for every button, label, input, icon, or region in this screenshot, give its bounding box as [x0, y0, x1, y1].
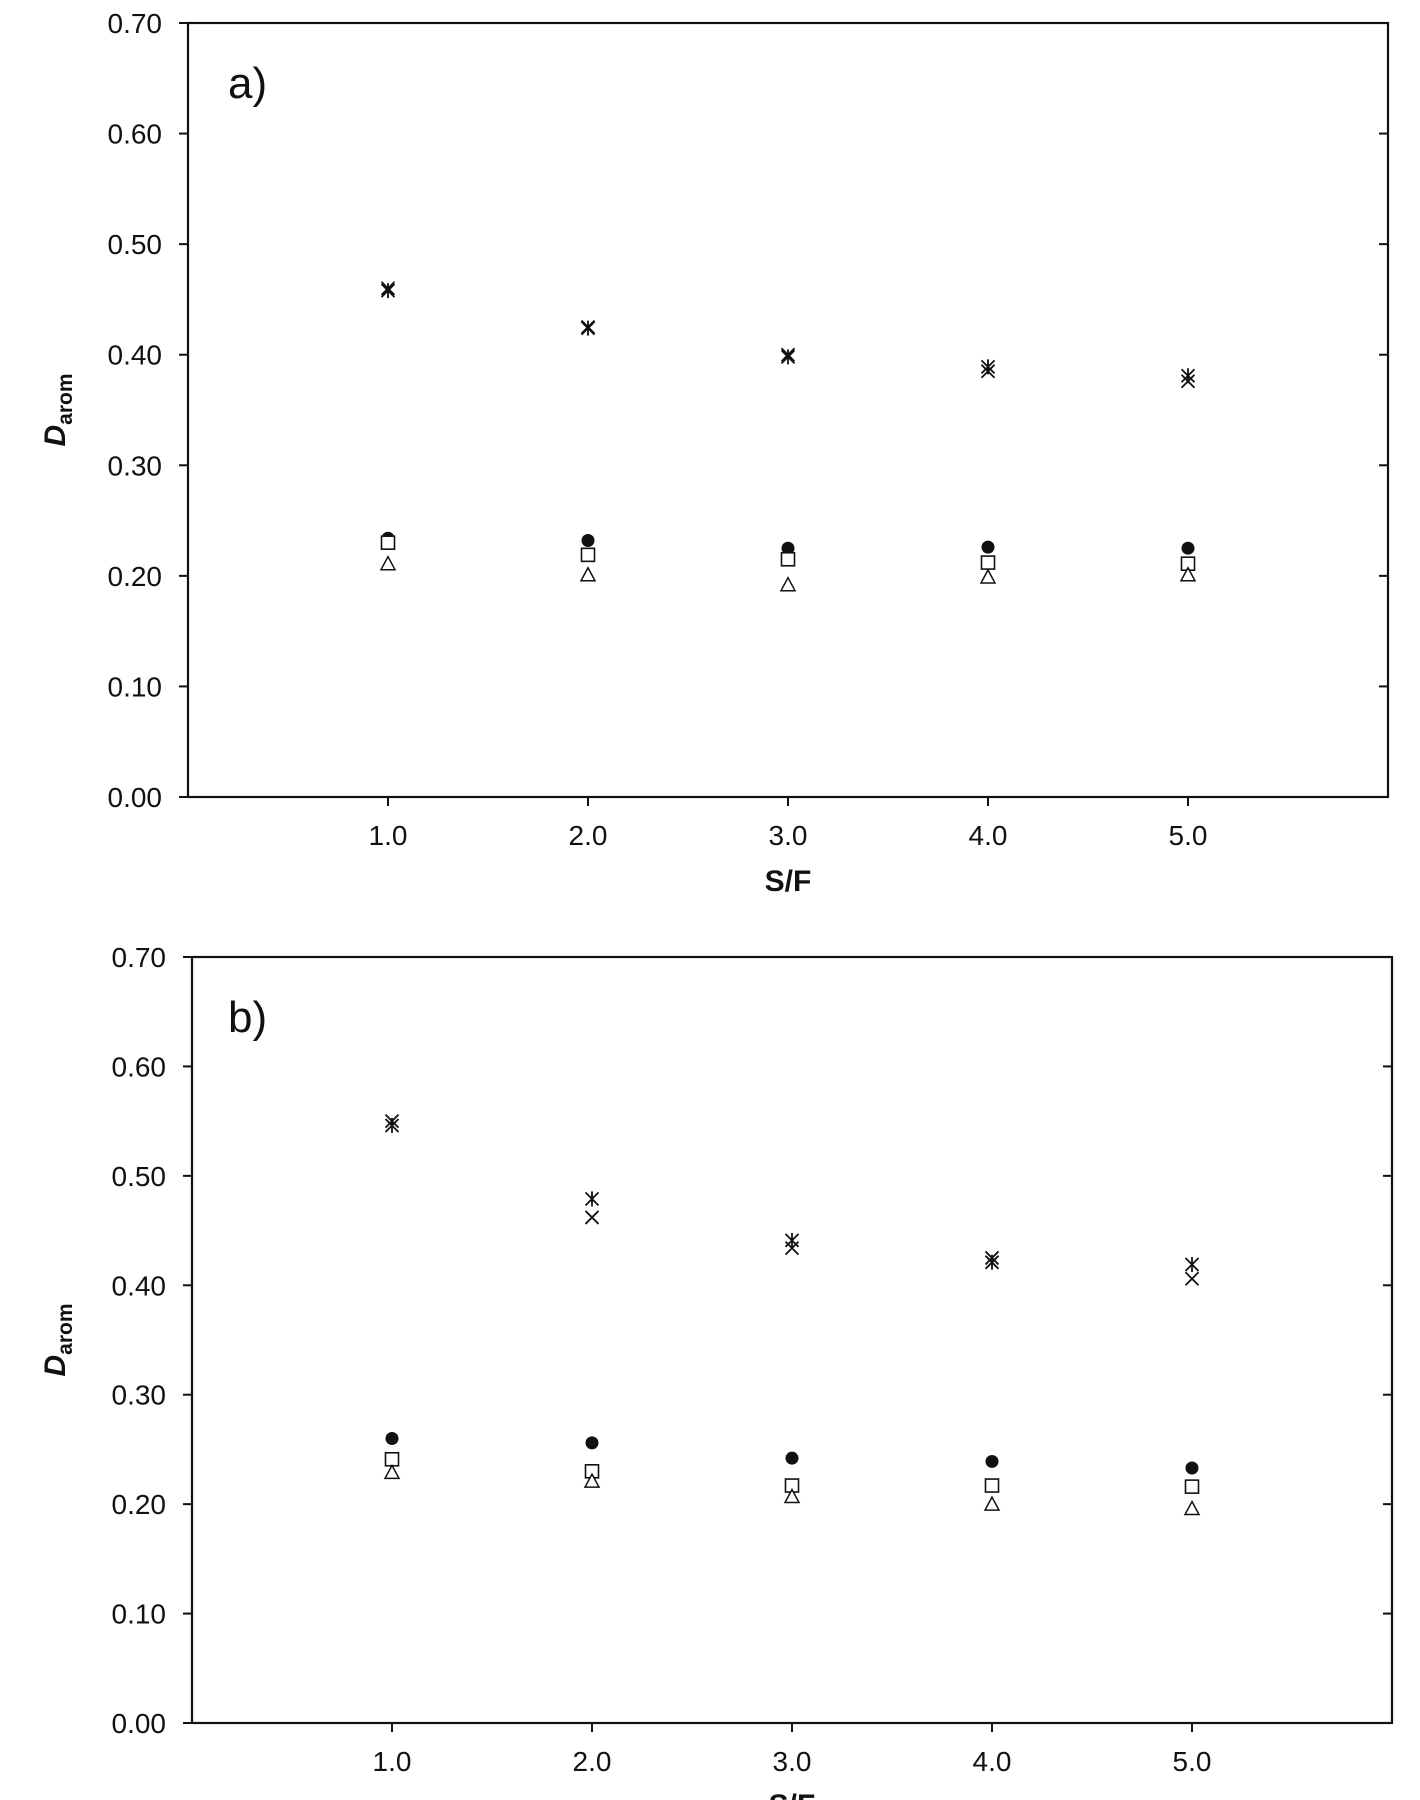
x-tick-label: 2.0	[569, 820, 608, 851]
data-point-asterisk	[784, 1232, 800, 1248]
data-point-circle-filled	[385, 1431, 399, 1445]
y-axis-label-subscript: arom	[54, 1303, 77, 1354]
x-tick-label: 1.0	[373, 1746, 412, 1777]
y-tick-label: 0.60	[112, 1051, 167, 1082]
data-point-circle-filled	[581, 533, 595, 547]
data-point-square-open	[380, 535, 396, 550]
data-point-square-open	[580, 547, 596, 563]
data-point-circle-filled	[781, 541, 795, 555]
data-point-triangle-open	[579, 566, 597, 582]
y-tick-label: 0.40	[112, 1270, 167, 1301]
axis-ticks: 0.00 0.10 0.20 0.30 0.40 0.50 0.60 0.70 1.0 2.0 3.…	[108, 8, 1388, 851]
panel-b: b) 0.00 0.10 0.20 0.30 0.40 0.50 0.60 0.70 1.0 2.…	[39, 942, 1394, 1800]
y-tick-label: 0.30	[112, 1380, 167, 1411]
data-point-triangle-open	[783, 1487, 801, 1504]
data-point-triangle-open	[383, 1463, 401, 1480]
x-tick-label: 3.0	[769, 820, 808, 851]
x-tick-label: 5.0	[1169, 820, 1208, 851]
y-axis-label-main: D	[39, 425, 72, 447]
data-point-circle-filled	[1181, 541, 1195, 555]
x-tick-label: 3.0	[773, 1746, 812, 1777]
data-point-triangle-open	[979, 568, 997, 584]
data-point-circle-filled	[985, 1454, 999, 1468]
y-tick-label: 0.40	[108, 340, 163, 371]
axis-ticks: 0.00 0.10 0.20 0.30 0.40 0.50 0.60 0.70 1.0 2.0 3.…	[112, 942, 1392, 1777]
x-axis-label: S/F	[765, 865, 812, 898]
data-point-square-open	[780, 551, 796, 567]
data-point-asterisk	[1184, 1256, 1200, 1272]
x-tick-label: 2.0	[573, 1746, 612, 1777]
x-tick-label: 1.0	[369, 820, 408, 851]
y-axis-label: Darom	[39, 1303, 77, 1376]
y-tick-label: 0.00	[112, 1708, 167, 1739]
y-tick-label: 0.10	[108, 671, 163, 702]
data-point-triangle-open	[1179, 566, 1197, 582]
y-axis-label-subscript: arom	[54, 373, 77, 424]
plot-area-frame	[190, 955, 1394, 1725]
panel-label: b)	[228, 993, 267, 1042]
y-tick-label: 0.60	[108, 119, 163, 150]
data-point-asterisk	[984, 1254, 1000, 1270]
y-tick-label: 0.00	[108, 782, 163, 813]
data-point-asterisk	[580, 320, 596, 336]
data-point-triangle-open	[583, 1472, 601, 1488]
data-point-asterisk	[1180, 368, 1196, 384]
data-point-circle-filled	[981, 540, 995, 554]
x-axis-label: S/F	[769, 1789, 816, 1800]
y-tick-label: 0.20	[108, 561, 163, 592]
data-point-triangle-open	[379, 555, 397, 571]
data-point-square-open	[984, 1478, 1000, 1493]
plot-area-frame	[186, 21, 1390, 799]
data-markers	[383, 1114, 1201, 1516]
data-point-x	[584, 1210, 600, 1225]
panel-a: a) 0.00 0.10 0.20 0.30 0.40 0.50 0.60 0.70 1.0 2.…	[39, 8, 1390, 898]
y-axis-label-main: D	[39, 1355, 72, 1377]
data-point-circle-filled	[1185, 1461, 1199, 1475]
data-point-circle-filled	[785, 1451, 799, 1465]
data-point-triangle-open	[779, 576, 797, 592]
y-tick-label: 0.70	[112, 942, 167, 973]
data-point-asterisk	[980, 359, 996, 375]
data-point-circle-filled	[585, 1436, 599, 1450]
y-axis-label: Darom	[39, 373, 77, 446]
panel-label: a)	[228, 59, 267, 108]
data-point-triangle-open	[1183, 1499, 1201, 1516]
data-point-asterisk	[584, 1191, 600, 1207]
y-tick-label: 0.50	[112, 1161, 167, 1192]
y-tick-label: 0.20	[112, 1489, 167, 1520]
y-tick-label: 0.30	[108, 450, 163, 481]
data-point-square-open	[980, 555, 996, 570]
data-point-triangle-open	[983, 1495, 1001, 1511]
y-tick-label: 0.70	[108, 8, 163, 39]
x-tick-label: 4.0	[973, 1746, 1012, 1777]
y-tick-label: 0.50	[108, 229, 163, 260]
data-point-x	[1184, 1271, 1200, 1286]
x-tick-label: 5.0	[1173, 1746, 1212, 1777]
y-tick-label: 0.10	[112, 1599, 167, 1630]
data-point-asterisk	[780, 349, 796, 365]
data-point-asterisk	[384, 1118, 400, 1134]
data-point-square-open	[1184, 1479, 1200, 1494]
data-point-asterisk	[380, 283, 396, 299]
x-tick-label: 4.0	[969, 820, 1008, 851]
data-markers	[379, 281, 1197, 592]
